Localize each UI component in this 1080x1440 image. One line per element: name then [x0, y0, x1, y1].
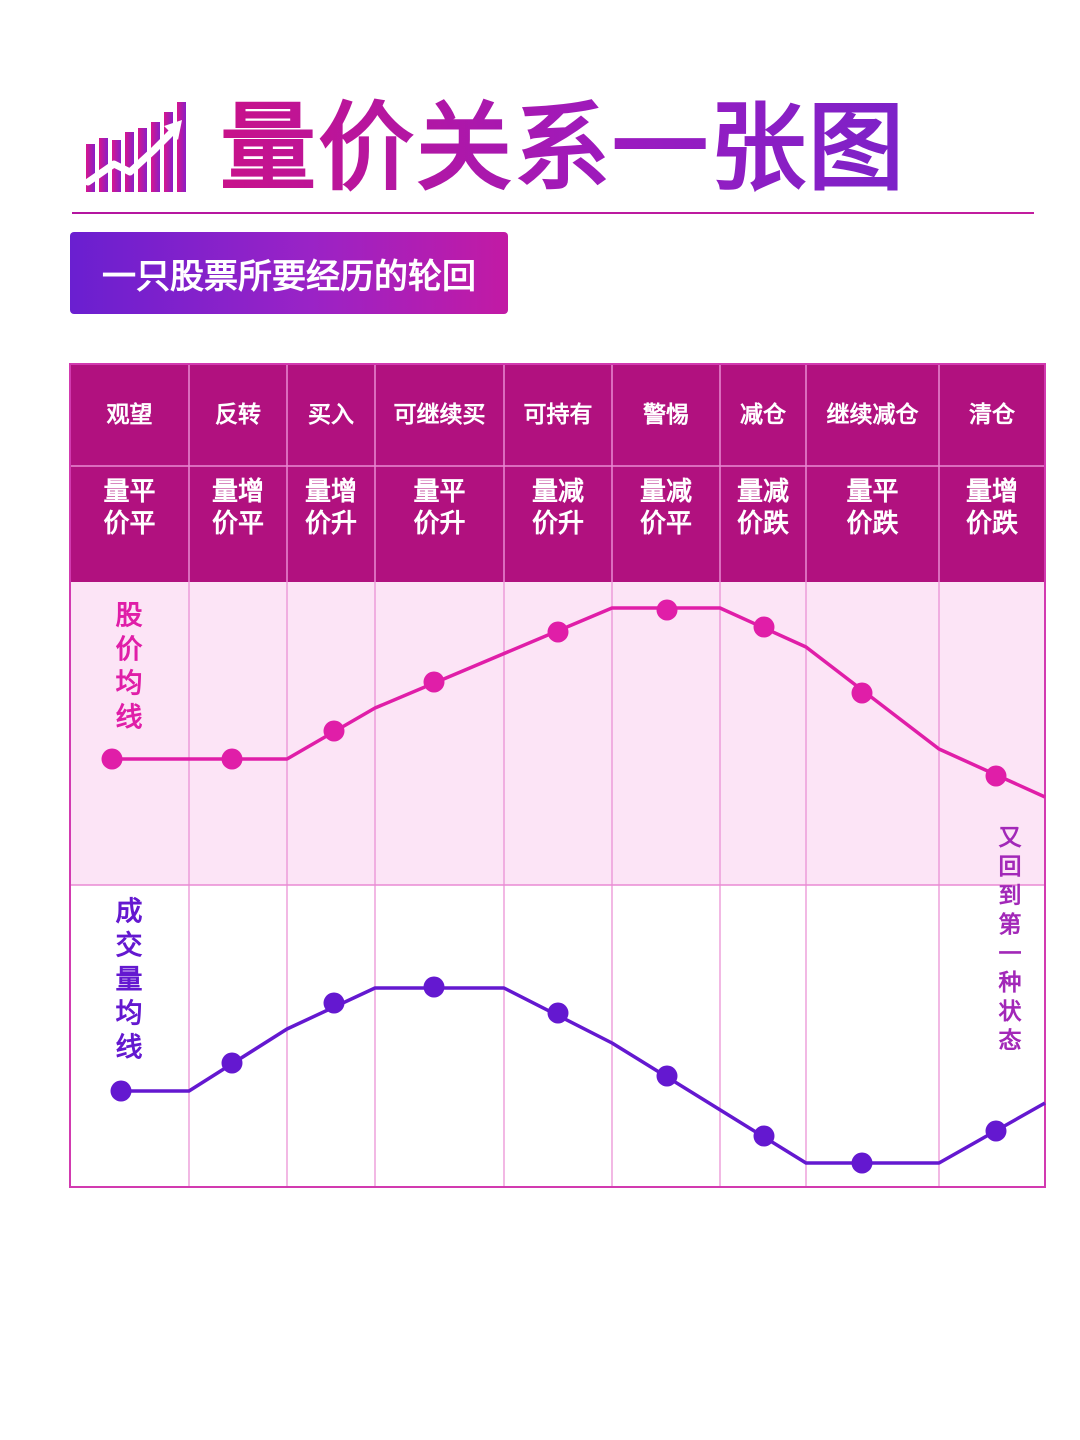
- stage-price: 价平: [103, 509, 155, 539]
- svg-text:量: 量: [116, 965, 143, 996]
- svg-text:交: 交: [116, 930, 143, 962]
- volume-point: [323, 992, 345, 1014]
- price-point: [547, 621, 569, 643]
- volume-point: [753, 1125, 775, 1147]
- price-point: [753, 616, 775, 638]
- stage-name: 反转: [215, 401, 261, 428]
- stage-price: 价升: [305, 509, 357, 539]
- subtitle-banner: 一只股票所要经历的轮回: [70, 232, 508, 314]
- volume-point: [547, 1002, 569, 1024]
- svg-text:回: 回: [999, 854, 1022, 880]
- svg-text:均: 均: [116, 669, 143, 700]
- price-point: [101, 748, 123, 770]
- page-title: 量价关系一张图: [220, 92, 906, 204]
- price-point: [323, 720, 345, 742]
- svg-text:到: 到: [999, 883, 1022, 909]
- stage-name: 观望: [107, 402, 153, 428]
- svg-text:又: 又: [999, 825, 1023, 851]
- volume-point: [110, 1080, 132, 1102]
- stage-volume: 量减: [532, 477, 584, 507]
- rising-chart-logo-icon: [84, 102, 186, 192]
- stage-volume: 量平: [413, 477, 465, 507]
- price-point: [423, 671, 445, 693]
- stage-price: 价跌: [846, 509, 898, 539]
- stage-price: 价跌: [966, 509, 1018, 539]
- stage-volume: 量平: [846, 477, 898, 507]
- svg-text:线: 线: [116, 703, 143, 734]
- stage-price: 价跌: [737, 509, 789, 539]
- stage-price: 价升: [532, 509, 584, 539]
- svg-text:一: 一: [999, 941, 1022, 967]
- stage-name: 减仓: [740, 401, 787, 428]
- stage-price: 价平: [212, 509, 264, 539]
- svg-text:第: 第: [999, 911, 1022, 938]
- svg-text:成: 成: [116, 897, 143, 928]
- diagram-border: [69, 363, 1046, 1188]
- stage-name: 买入: [308, 402, 354, 428]
- price-point: [656, 599, 678, 621]
- svg-text:线: 线: [116, 1033, 143, 1064]
- stage-volume: 量减: [640, 477, 692, 507]
- volume-band: [70, 885, 1045, 1187]
- volume-point: [423, 976, 445, 998]
- volume-point: [985, 1120, 1007, 1142]
- volume-point: [656, 1065, 678, 1087]
- stage-price: 价升: [413, 509, 465, 539]
- price-point: [221, 748, 243, 770]
- stage-volume: 量增: [305, 476, 357, 507]
- header-band: [70, 364, 1045, 582]
- price-point: [985, 765, 1007, 787]
- stage-name: 可持有: [524, 401, 593, 428]
- stage-name: 警惕: [643, 402, 689, 428]
- volume-line: [121, 986, 1046, 1165]
- stage-name: 继续减仓: [827, 401, 920, 428]
- price-point: [851, 682, 873, 704]
- stage-name: 可继续买: [394, 401, 486, 428]
- svg-text:种: 种: [998, 970, 1022, 996]
- svg-text:价: 价: [116, 635, 144, 666]
- stage-name: 清仓: [969, 401, 1016, 428]
- volume-point: [221, 1052, 243, 1074]
- stage-volume: 量平: [103, 477, 155, 507]
- title-divider: [72, 212, 1034, 214]
- svg-text:态: 态: [999, 1027, 1022, 1054]
- stage-price: 价平: [640, 509, 692, 539]
- stage-volume: 量增: [212, 476, 264, 507]
- stage-volume: 量减: [737, 477, 789, 507]
- stage-volume: 量增: [966, 476, 1018, 507]
- svg-text:均: 均: [116, 999, 143, 1030]
- svg-text:股: 股: [116, 601, 143, 632]
- svg-text:状: 状: [999, 998, 1023, 1025]
- volume-point: [851, 1152, 873, 1174]
